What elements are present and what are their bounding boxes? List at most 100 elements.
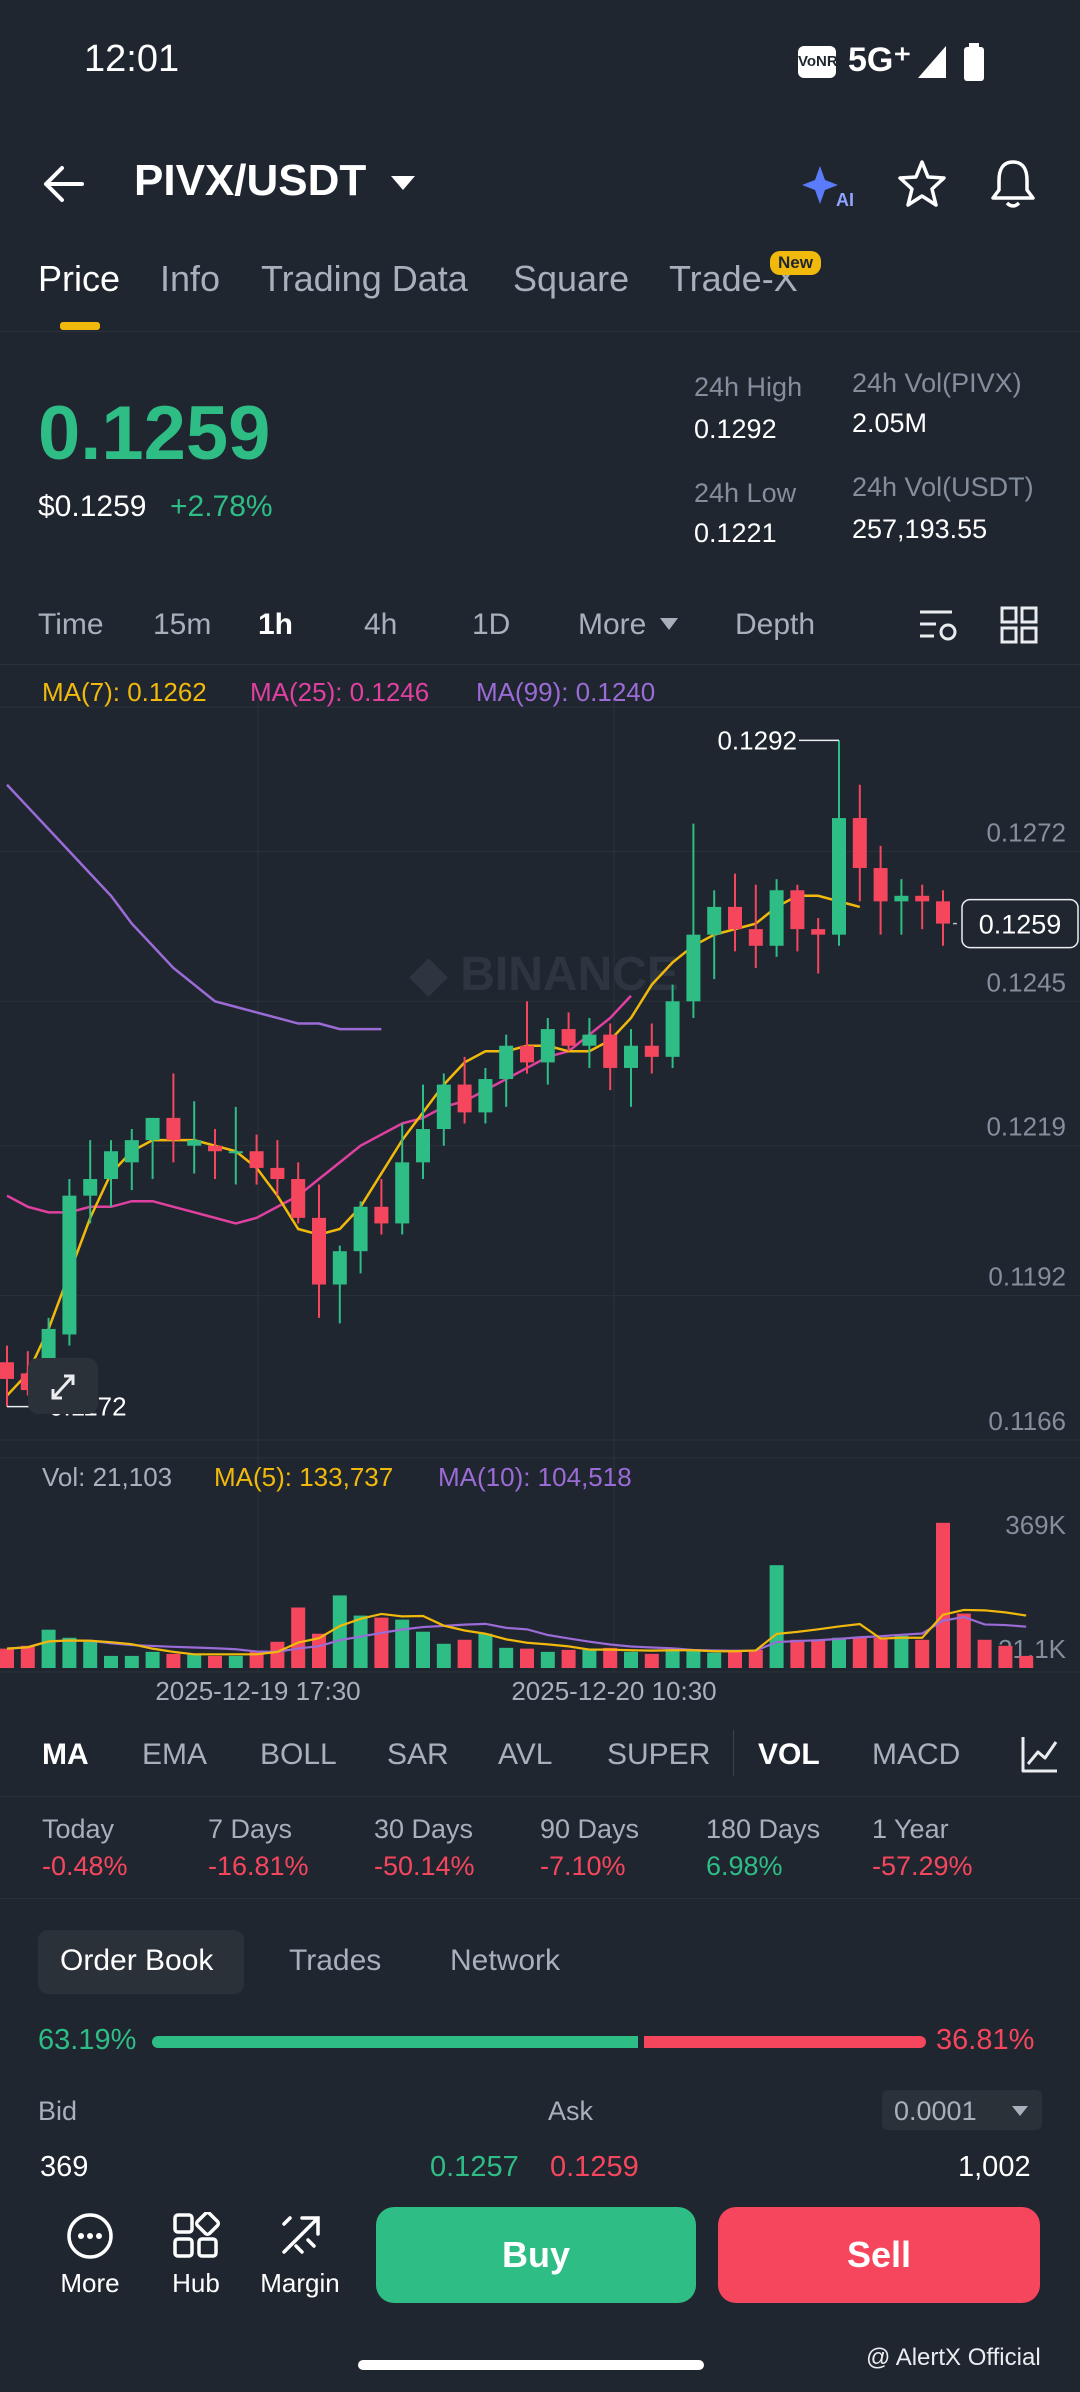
candle-body bbox=[852, 818, 867, 869]
tab-square[interactable]: Square bbox=[513, 258, 630, 299]
perf-label: 7 Days bbox=[208, 1814, 293, 1844]
candle-body bbox=[208, 1145, 222, 1152]
candle-body bbox=[166, 1117, 181, 1141]
bid-label: Bid bbox=[38, 2096, 78, 2126]
candle-body bbox=[270, 1167, 285, 1180]
more-label[interactable]: More bbox=[60, 2268, 120, 2298]
interval-1h[interactable]: 1h bbox=[258, 608, 294, 641]
candle-body bbox=[187, 1140, 202, 1146]
candle-body bbox=[83, 1179, 98, 1196]
indicator-settings-icon[interactable] bbox=[1020, 1734, 1060, 1774]
indicator-boll[interactable]: BOLL bbox=[260, 1738, 337, 1771]
interval-15m[interactable]: 15m bbox=[153, 608, 212, 641]
interval-4h[interactable]: 4h bbox=[364, 608, 398, 641]
ai-sparkle-icon[interactable]: AI bbox=[800, 160, 860, 212]
indicator-avl[interactable]: AVL bbox=[498, 1738, 553, 1771]
back-arrow-icon[interactable] bbox=[40, 162, 88, 206]
buy-button[interactable]: Buy bbox=[376, 2207, 696, 2303]
new-badge: New bbox=[770, 251, 821, 275]
divider bbox=[0, 1898, 1080, 1899]
perf-label: Today bbox=[42, 1814, 115, 1844]
volume-bar bbox=[561, 1649, 576, 1668]
chevron-down-icon[interactable] bbox=[388, 172, 418, 194]
indicator-vol[interactable]: VOL bbox=[758, 1738, 820, 1771]
tab-order-book[interactable]: Order Book bbox=[60, 1944, 214, 1977]
svg-text:AI: AI bbox=[836, 190, 854, 210]
interval-time[interactable]: Time bbox=[38, 608, 104, 641]
volume-bar bbox=[291, 1607, 306, 1668]
last-price: 0.1259 bbox=[38, 391, 271, 476]
ask-qty: 1,002 bbox=[958, 2151, 1031, 2183]
hub-icon[interactable] bbox=[172, 2212, 220, 2260]
perf-label: 30 Days bbox=[374, 1814, 474, 1844]
volume-bar bbox=[644, 1653, 659, 1668]
perf-value: -50.14% bbox=[374, 1851, 475, 1881]
hub-label[interactable]: Hub bbox=[172, 2268, 220, 2298]
y-tick-label: 0.1272 bbox=[986, 817, 1066, 847]
volume-bar bbox=[270, 1641, 285, 1668]
candle-body bbox=[665, 1001, 680, 1057]
margin-icon[interactable] bbox=[278, 2212, 324, 2258]
margin-label[interactable]: Margin bbox=[260, 2268, 340, 2298]
home-indicator[interactable] bbox=[358, 2360, 704, 2370]
tab-price[interactable]: Price bbox=[38, 258, 121, 299]
indicator-sar[interactable]: SAR bbox=[387, 1738, 449, 1771]
indicator-super[interactable]: SUPER bbox=[607, 1738, 711, 1771]
ask-label: Ask bbox=[548, 2096, 594, 2126]
watermark: @ AlertX Official bbox=[866, 2344, 1041, 2371]
interval-depth[interactable]: Depth bbox=[735, 608, 816, 641]
volume-bar bbox=[332, 1595, 347, 1668]
candle-body bbox=[644, 1045, 659, 1057]
indicator-ma[interactable]: MA bbox=[42, 1738, 89, 1771]
perf-value: -16.81% bbox=[208, 1851, 309, 1881]
volume-bar bbox=[374, 1617, 389, 1668]
candle-body bbox=[686, 934, 701, 1002]
vol-quote-label: 24h Vol(USDT) bbox=[852, 472, 1034, 502]
candle-body bbox=[353, 1206, 368, 1252]
volume-bar bbox=[873, 1637, 888, 1668]
chart-settings-icon[interactable] bbox=[918, 606, 958, 646]
star-icon[interactable] bbox=[896, 158, 948, 210]
candle-body bbox=[873, 868, 888, 902]
interval-1d[interactable]: 1D bbox=[472, 608, 511, 641]
interval-more[interactable]: More bbox=[578, 608, 647, 641]
current-price-tag bbox=[961, 898, 1079, 949]
candle-body bbox=[832, 818, 846, 935]
indicator-ema[interactable]: EMA bbox=[142, 1738, 208, 1771]
chevron-down-icon bbox=[1012, 2106, 1028, 2116]
tab-network[interactable]: Network bbox=[450, 1944, 561, 1977]
tab-info[interactable]: Info bbox=[160, 258, 221, 299]
volume-bar bbox=[395, 1619, 410, 1668]
vol-legend: Vol: 21,103 bbox=[42, 1462, 172, 1492]
candle-body bbox=[520, 1045, 534, 1063]
volume-bar bbox=[208, 1655, 222, 1668]
volume-bar bbox=[83, 1641, 98, 1668]
signal-icon bbox=[918, 46, 946, 78]
volume-bar bbox=[436, 1643, 451, 1668]
bell-icon[interactable] bbox=[988, 156, 1038, 210]
candle-body bbox=[62, 1195, 77, 1335]
candle-body bbox=[624, 1045, 638, 1068]
ask-ratio: 36.81% bbox=[936, 2024, 1035, 2056]
ma7-legend: MA(7): 0.1262 bbox=[42, 677, 207, 707]
fullscreen-button[interactable] bbox=[28, 1358, 98, 1414]
ma99-legend: MA(99): 0.1240 bbox=[476, 677, 656, 707]
sell-button[interactable]: Sell bbox=[718, 2207, 1040, 2303]
tab-trading-data[interactable]: Trading Data bbox=[261, 258, 468, 299]
kline-chart[interactable]: 0.1298 0.1272 0.1245 0.1219 0.1192 0.1166 ◆ BI… bbox=[0, 700, 1080, 1700]
more-icon[interactable] bbox=[64, 2210, 116, 2262]
candle-body bbox=[291, 1179, 306, 1218]
perf-value: -7.10% bbox=[540, 1851, 626, 1881]
volume-bar bbox=[998, 1645, 1013, 1668]
candle-body bbox=[0, 1362, 14, 1379]
grid-layout-icon[interactable] bbox=[1000, 606, 1038, 644]
pair-title[interactable]: PIVX/USDT bbox=[134, 156, 367, 205]
volume-bar bbox=[707, 1652, 722, 1668]
vol-ma10-line bbox=[6, 1615, 1027, 1653]
candle-body bbox=[540, 1029, 555, 1063]
precision-select[interactable]: 0.0001 bbox=[882, 2090, 1042, 2130]
high-value: 0.1292 bbox=[694, 414, 777, 444]
tab-trades[interactable]: Trades bbox=[289, 1944, 382, 1977]
indicator-macd[interactable]: MACD bbox=[872, 1738, 961, 1771]
price-usd: $0.1259 bbox=[38, 490, 147, 523]
